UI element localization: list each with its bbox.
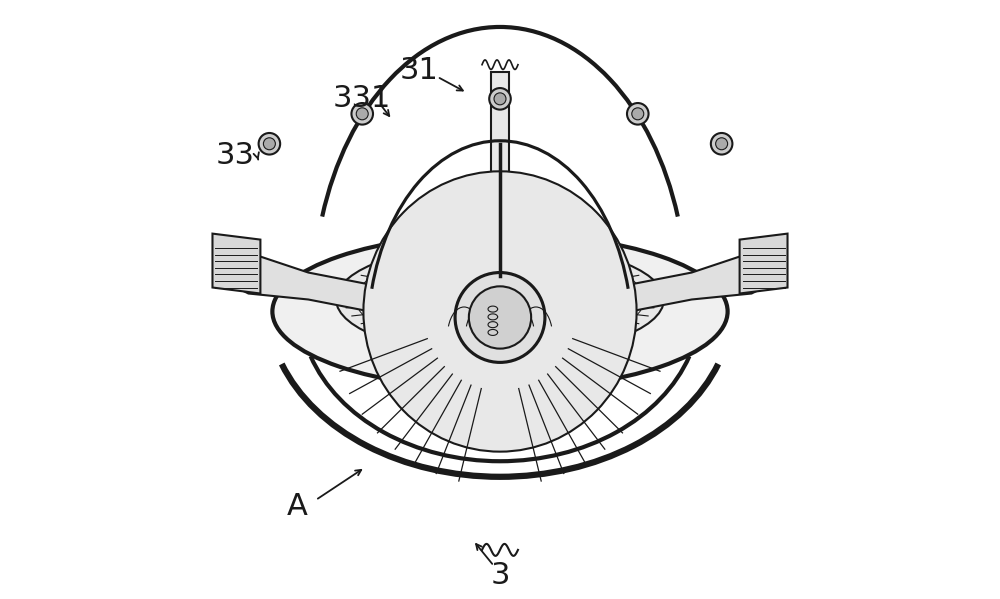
Ellipse shape (272, 234, 728, 389)
Ellipse shape (363, 171, 637, 452)
Circle shape (469, 286, 531, 349)
Circle shape (455, 273, 545, 362)
Text: 33: 33 (216, 141, 255, 170)
Circle shape (627, 103, 649, 125)
Circle shape (489, 88, 511, 110)
Polygon shape (491, 72, 509, 300)
Polygon shape (212, 234, 260, 294)
Circle shape (716, 138, 728, 150)
Polygon shape (584, 255, 776, 320)
Circle shape (494, 93, 506, 105)
Text: A: A (287, 492, 308, 521)
Circle shape (632, 108, 644, 120)
Text: 3: 3 (490, 561, 510, 589)
Circle shape (356, 108, 368, 120)
Circle shape (263, 138, 275, 150)
Circle shape (351, 103, 373, 125)
Text: 331: 331 (333, 84, 391, 113)
Polygon shape (740, 234, 788, 294)
Text: 31: 31 (400, 56, 439, 85)
Polygon shape (224, 255, 416, 320)
Circle shape (259, 133, 280, 155)
Ellipse shape (336, 243, 664, 356)
Circle shape (711, 133, 732, 155)
